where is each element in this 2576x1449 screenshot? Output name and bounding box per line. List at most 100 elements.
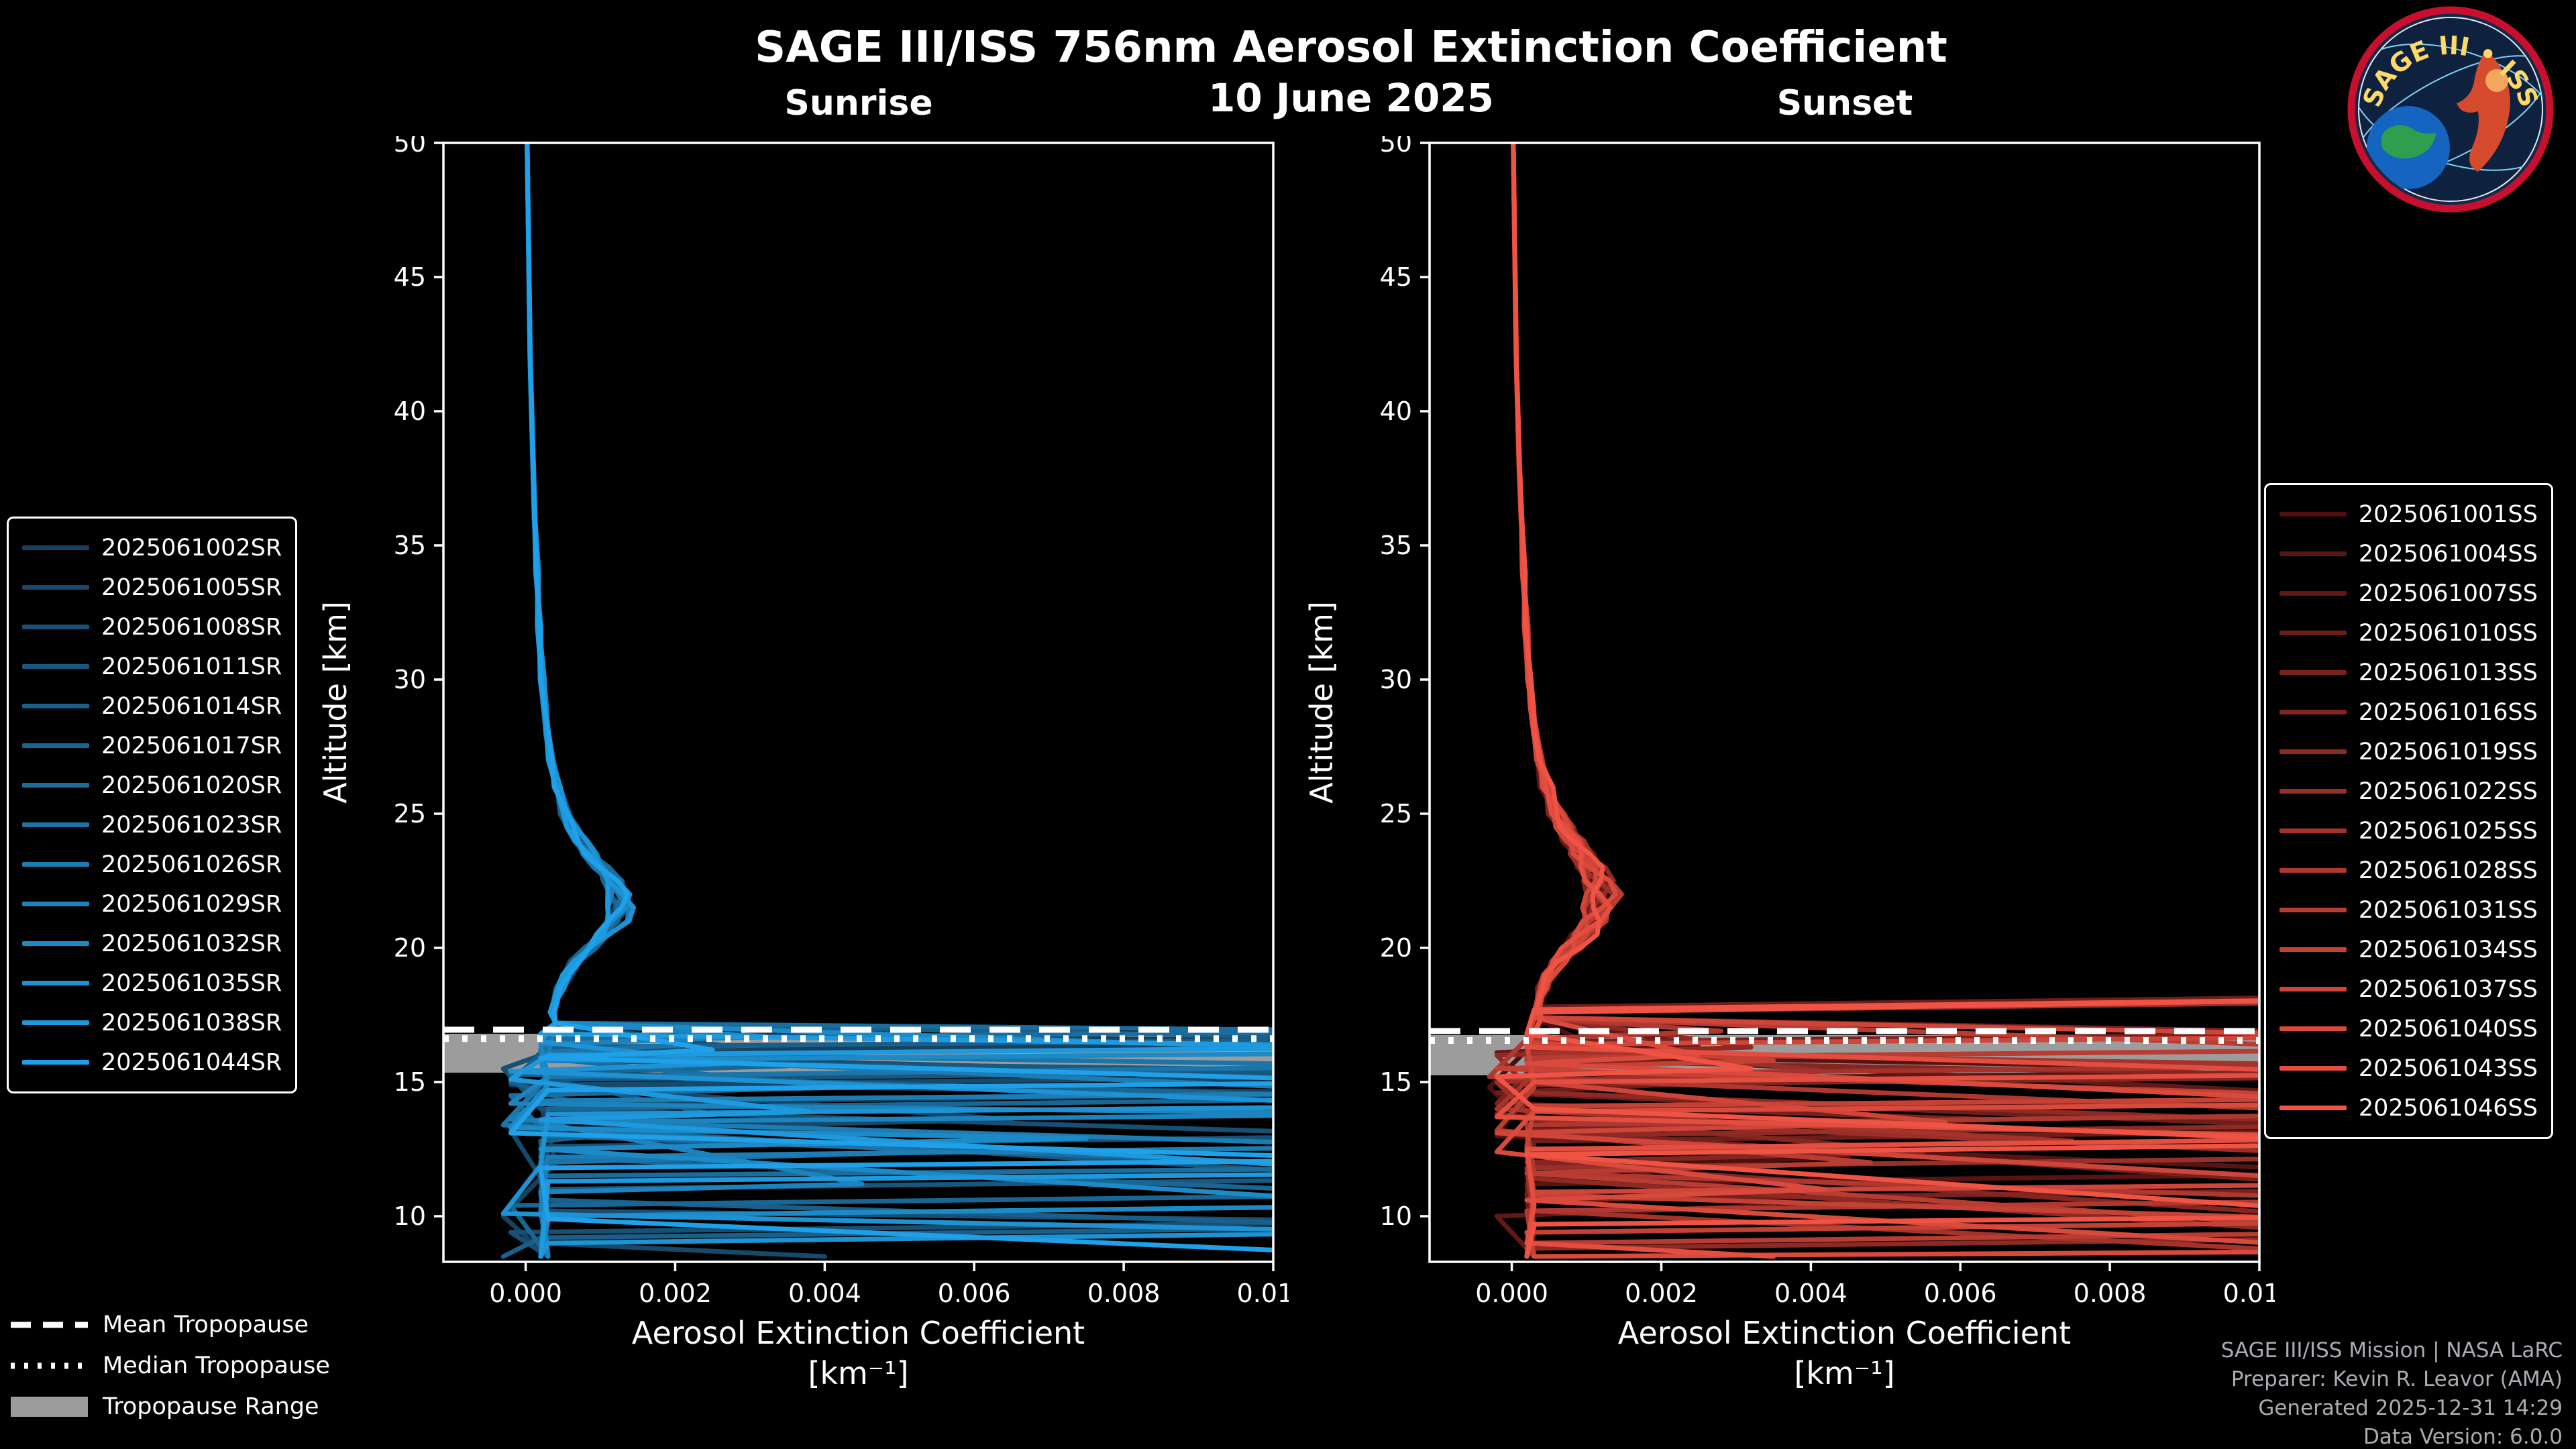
legend-item: 2025061035SR [22, 963, 282, 1003]
x-axis-units: [km⁻¹] [808, 1355, 908, 1391]
legend-item-label: 2025061011SR [101, 653, 282, 680]
profile-line [500, 143, 1273, 1259]
legend-line-swatch [22, 743, 89, 748]
legend-line-swatch [2279, 512, 2347, 517]
x-tick-label: 0.006 [938, 1279, 1011, 1308]
legend-line-swatch [22, 981, 89, 985]
legend-line-swatch [22, 783, 89, 788]
profile-line [508, 143, 1273, 1259]
legend-line-swatch [2279, 749, 2347, 754]
x-tick-label: 0.010 [2223, 1279, 2275, 1308]
legend-line-swatch [22, 625, 89, 629]
legend-item-label: 2025061005SR [101, 574, 282, 601]
x-tick-label: 0.004 [788, 1279, 861, 1308]
legend-item-label: 2025061016SS [2358, 698, 2538, 726]
page-title: SAGE III/ISS 756nm Aerosol Extinction Co… [755, 23, 1947, 72]
profile-line [1494, 143, 2259, 1259]
x-tick-label: 0.004 [1774, 1279, 1847, 1308]
legend-line-swatch [22, 862, 89, 867]
profile-line [500, 143, 1273, 1259]
legend-item-label: 2025061034SS [2358, 936, 2538, 963]
y-tick-label: 30 [1380, 665, 1412, 694]
legend-line-swatch [2279, 789, 2347, 794]
y-tick-label: 20 [1380, 933, 1412, 963]
sunrise-plot: 0.000 0.002 0.004 0.006 0.008 0.010 10 15 20 25 30… [317, 136, 1289, 1391]
y-tick-label: 35 [394, 531, 426, 560]
profile-line [1494, 143, 2259, 1259]
y-tick-label: 20 [394, 933, 426, 963]
legend-item: 2025061037SS [2279, 969, 2538, 1009]
y-tick-label: 10 [1380, 1201, 1412, 1231]
sunset-legend: 2025061001SS 2025061004SS 2025061007SS 2025… [2263, 483, 2553, 1139]
profile-line [1494, 143, 2259, 1259]
mean-tropopause-label: Mean Tropopause [103, 1311, 309, 1338]
x-tick-label: 0.008 [2074, 1279, 2147, 1308]
legend-item: 2025061038SR [22, 1003, 282, 1042]
legend-line-swatch [2279, 710, 2347, 714]
earth-continent [2381, 125, 2436, 159]
tropopause-range-legend-item: Tropopause Range [11, 1386, 330, 1427]
legend-item-label: 2025061002SR [101, 534, 282, 561]
footer-preparer-line: Preparer: Kevin R. Leavor (AMA) [2231, 1367, 2563, 1391]
legend-item: 2025061040SS [2279, 1009, 2538, 1049]
legend-item: 2025061043SS [2279, 1049, 2538, 1088]
profile-line [1494, 143, 2259, 1259]
legend-line-swatch [22, 545, 89, 550]
legend-line-swatch [22, 664, 89, 669]
legend-line-swatch [2279, 1026, 2347, 1031]
profile-line [1494, 143, 2259, 1259]
profile-line [508, 143, 1273, 1259]
median-tropopause-legend-item: Median Tropopause [11, 1345, 330, 1386]
legend-item: 2025061016SS [2279, 692, 2538, 732]
profile-line [1494, 143, 2259, 1259]
legend-item: 2025061011SR [22, 647, 282, 686]
legend-item-label: 2025061044SR [101, 1049, 282, 1076]
legend-line-swatch [2279, 670, 2347, 675]
legend-line-swatch [2279, 591, 2347, 596]
legend-line-swatch [22, 902, 89, 906]
legend-line-swatch [2279, 947, 2347, 952]
x-tick-label: 0.000 [1475, 1279, 1548, 1308]
legend-item-label: 2025061019SS [2358, 738, 2538, 765]
legend-item: 2025061025SS [2279, 811, 2538, 851]
profile-line [1494, 143, 2259, 1259]
legend-item: 2025061001SS [2279, 494, 2538, 534]
y-tick-label: 15 [1380, 1067, 1412, 1097]
legend-item: 2025061031SS [2279, 890, 2538, 930]
y-tick-label: 30 [394, 665, 426, 694]
legend-item: 2025061007SS [2279, 574, 2538, 613]
y-tick-label: 40 [394, 396, 426, 426]
legend-item-label: 2025061037SS [2358, 975, 2538, 1003]
sage-iss-logo: SAGE III • ISS [2347, 6, 2554, 213]
legend-line-swatch [22, 1060, 89, 1065]
legend-line-swatch [2279, 868, 2347, 873]
legend-item: 2025061023SR [22, 805, 282, 845]
x-axis-units: [km⁻¹] [1794, 1355, 1894, 1391]
tropopause-range-label: Tropopause Range [103, 1393, 319, 1420]
legend-item: 2025061019SS [2279, 732, 2538, 771]
dashed-line-swatch [11, 1322, 88, 1328]
y-tick-label: 45 [394, 262, 426, 292]
legend-item-label: 2025061028SS [2358, 857, 2538, 884]
axes-frame [1428, 142, 2261, 1263]
x-axis-label: Aerosol Extinction Coefficient [632, 1315, 1085, 1351]
legend-item-label: 2025061032SR [101, 930, 282, 957]
x-tick-label: 0.008 [1087, 1279, 1161, 1308]
legend-item: 2025061022SS [2279, 771, 2538, 811]
legend-item-label: 2025061046SS [2358, 1094, 2538, 1122]
tropopause-range-band [443, 1034, 1273, 1073]
x-tick-label: 0.006 [1924, 1279, 1997, 1308]
footer-generated-line: Generated 2025-12-31 14:29 [2258, 1396, 2563, 1420]
x-tick-label: 0.002 [639, 1279, 712, 1308]
legend-item: 2025061002SR [22, 528, 282, 568]
date-title: 10 June 2025 [1208, 75, 1495, 121]
legend-item-label: 2025061035SR [101, 969, 282, 997]
legend-line-swatch [2279, 987, 2347, 991]
sunset-panel-title: Sunset [1776, 83, 1913, 123]
mean-tropopause-legend-item: Mean Tropopause [11, 1304, 330, 1345]
profile-line [508, 143, 1273, 1259]
x-axis-label: Aerosol Extinction Coefficient [1618, 1315, 2071, 1351]
tropopause-range-band [1430, 1035, 2259, 1075]
y-tick-label: 10 [394, 1201, 426, 1231]
legend-item: 2025061028SS [2279, 851, 2538, 890]
